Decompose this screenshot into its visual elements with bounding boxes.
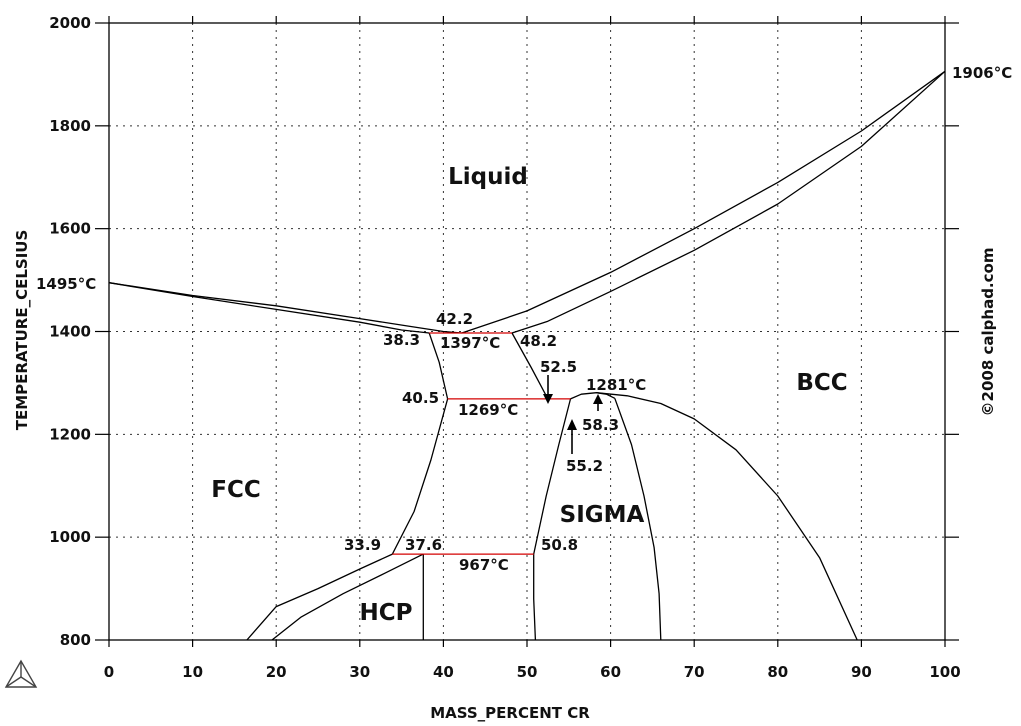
x-tick-label: 40 bbox=[433, 663, 454, 681]
arrow-58-3 bbox=[593, 394, 603, 411]
boundary-sigma-left-low bbox=[533, 554, 537, 641]
arrow-52-5 bbox=[543, 375, 553, 404]
annotation-33-9: 33.9 bbox=[344, 536, 381, 554]
boundary-liquidus-left bbox=[108, 282, 462, 334]
phase-label-hcp: HCP bbox=[360, 600, 413, 626]
x-tick-label: 50 bbox=[517, 663, 538, 681]
annotation-38-3: 38.3 bbox=[383, 331, 420, 349]
boundary-bcc-solvus-upper bbox=[511, 332, 549, 400]
x-tick-label: 80 bbox=[767, 663, 788, 681]
x-tick-label: 90 bbox=[851, 663, 872, 681]
y-tick-label: 1800 bbox=[49, 117, 91, 135]
annotation-50-8: 50.8 bbox=[541, 536, 578, 554]
y-tick-label: 1600 bbox=[49, 220, 91, 238]
phase-label-sigma: SIGMA bbox=[560, 502, 645, 528]
x-axis-label: MASS_PERCENT CR bbox=[430, 704, 590, 722]
phase-boundaries bbox=[108, 70, 946, 641]
annotation-1906: 1906°C bbox=[952, 64, 1012, 82]
y-tick-label: 2000 bbox=[49, 14, 91, 32]
boundary-fcc-hcp-lower bbox=[271, 553, 424, 641]
phase-label-bcc: BCC bbox=[796, 370, 847, 396]
boundary-sigma-left bbox=[533, 398, 572, 555]
boundary-bcc-solvus bbox=[596, 392, 858, 641]
annotation-967: 967°C bbox=[459, 556, 509, 574]
x-tick-label: 10 bbox=[182, 663, 203, 681]
annotation-37-6: 37.6 bbox=[405, 536, 442, 554]
x-tick-label: 30 bbox=[349, 663, 370, 681]
boundary-fcc-solvus-upper bbox=[428, 332, 449, 400]
annotation-52-5: 52.5 bbox=[540, 358, 577, 376]
annotation-1495: 1495°C bbox=[36, 275, 96, 293]
y-tick-label: 1000 bbox=[49, 528, 91, 546]
boundary-liquidus-right bbox=[461, 70, 946, 334]
boundary-fcc-hcp-upper bbox=[246, 553, 393, 641]
x-tick-label: 70 bbox=[684, 663, 705, 681]
boundary-sigma-right bbox=[614, 398, 662, 641]
x-tick-label: 0 bbox=[104, 663, 114, 681]
annotation-40-5: 40.5 bbox=[402, 389, 439, 407]
annotation-1281: 1281°C bbox=[586, 376, 646, 394]
y-tick-label: 800 bbox=[60, 631, 91, 649]
annotation-1397: 1397°C bbox=[440, 334, 500, 352]
y-tick-label: 1200 bbox=[49, 425, 91, 443]
boundary-solidus-right bbox=[511, 70, 946, 334]
boundary-solidus-left bbox=[108, 282, 430, 334]
copyright-label: ©2008 calphad.com bbox=[979, 248, 997, 417]
annotation-58-3: 58.3 bbox=[582, 416, 619, 434]
y-axis-label: TEMPERATURE_CELSIUS bbox=[13, 230, 31, 431]
y-tick-label: 1400 bbox=[49, 323, 91, 341]
thermo-calc-logo-icon bbox=[4, 659, 38, 688]
arrow-55-2 bbox=[567, 419, 577, 454]
annotation-1269: 1269°C bbox=[458, 401, 518, 419]
annotation-42-2: 42.2 bbox=[436, 310, 473, 328]
annotation-48-2: 48.2 bbox=[520, 332, 557, 350]
annotation-55-2: 55.2 bbox=[566, 457, 603, 475]
phase-label-fcc: FCC bbox=[211, 477, 260, 503]
x-tick-label: 100 bbox=[929, 663, 960, 681]
phase-label-liquid: Liquid bbox=[448, 164, 528, 190]
x-tick-label: 60 bbox=[600, 663, 621, 681]
x-tick-label: 20 bbox=[266, 663, 287, 681]
axis-ticks: 0 10 20 30 40 50 60 70 80 90 100 800 1000 1200 1400 160… bbox=[49, 14, 960, 681]
boundary-fcc-solvus-lower bbox=[391, 398, 449, 555]
